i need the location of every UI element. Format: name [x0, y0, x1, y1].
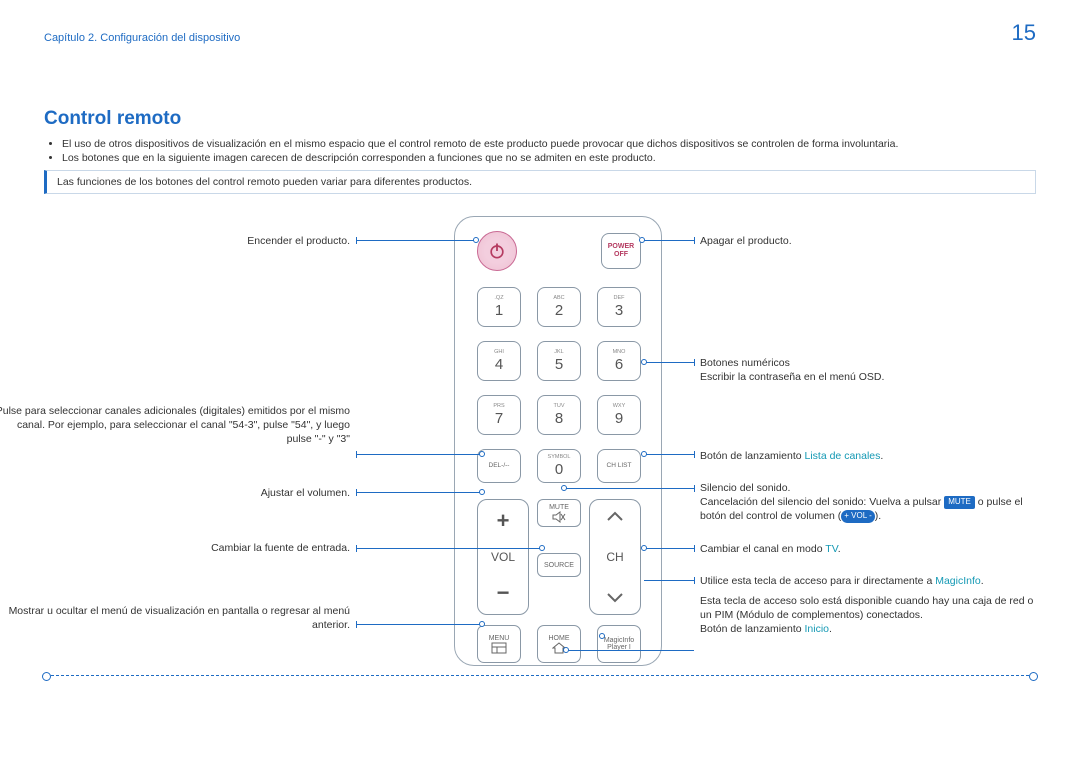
plus-icon: +	[497, 508, 510, 534]
remote-diagram: POWER OFF DEL-/-- SYMBOL 0 CH LIST + VOL…	[44, 206, 1036, 696]
chevron-down-icon	[606, 592, 624, 604]
callout-home: Esta tecla de acceso solo está disponibl…	[700, 594, 1040, 637]
volume-rocker: + VOL −	[477, 499, 529, 615]
num-line1: Botones numéricos	[700, 356, 884, 370]
chevron-up-icon	[606, 510, 624, 522]
channel-rocker: CH	[589, 499, 641, 615]
chlist-button: CH LIST	[597, 449, 641, 483]
numpad-9: WXY9	[597, 395, 641, 435]
callout-volume: Ajustar el volumen.	[261, 486, 350, 500]
intro-bullets: El uso de otros dispositivos de visualiz…	[52, 138, 1036, 164]
callout-source: Cambiar la fuente de entrada.	[211, 541, 350, 555]
numpad-4: GHI4	[477, 341, 521, 381]
mute-button: MUTE	[537, 499, 581, 527]
callout-channel: Cambiar el canal en modo TV.	[700, 542, 841, 556]
bullet-item: El uso de otros dispositivos de visualiz…	[62, 138, 1036, 150]
menu-icon	[491, 642, 507, 654]
source-button: SOURCE	[537, 553, 581, 577]
callout-magicinfo: Utilice esta tecla de acceso para ir dir…	[700, 574, 1040, 588]
mute-icon	[552, 511, 566, 523]
num-line2: Escribir la contraseña en el menú OSD.	[700, 370, 884, 384]
minus-icon: −	[497, 580, 510, 606]
numpad-8: TUV8	[537, 395, 581, 435]
vol-label: VOL	[491, 550, 515, 564]
power-off-l2: OFF	[614, 251, 628, 259]
callout-numeric: Botones numéricos Escribir la contraseña…	[700, 356, 884, 384]
power-off-l1: POWER	[608, 243, 634, 251]
home-button: HOME	[537, 625, 581, 663]
callout-mute: Silencio del sonido. Cancelación del sil…	[700, 481, 1040, 524]
section-divider	[46, 675, 1034, 676]
vol-pill: + VOL -	[841, 510, 875, 523]
numpad-1: .QZ1	[477, 287, 521, 327]
ch-label: CH	[606, 550, 623, 564]
remote-body: POWER OFF DEL-/-- SYMBOL 0 CH LIST + VOL…	[454, 216, 662, 666]
mute-pill: MUTE	[944, 496, 975, 509]
bullet-item: Los botones que en la siguiente imagen c…	[62, 152, 1036, 164]
power-on-button	[477, 231, 517, 271]
callout-dash: Pulse para seleccionar canales adicional…	[0, 404, 350, 447]
power-off-button: POWER OFF	[601, 233, 641, 269]
page-header: Capítulo 2. Configuración del dispositiv…	[44, 28, 1036, 58]
callout-power-on: Encender el producto.	[247, 234, 350, 248]
chapter-label: Capítulo 2. Configuración del dispositiv…	[44, 32, 240, 44]
zero-button: SYMBOL 0	[537, 449, 581, 483]
magicinfo-button: MagicInfo Player I	[597, 625, 641, 663]
menu-button: MENU	[477, 625, 521, 663]
callout-power-off: Apagar el producto.	[700, 234, 792, 248]
numpad-6: MNO6	[597, 341, 641, 381]
page-number: 15	[1012, 20, 1036, 46]
power-icon	[487, 241, 507, 261]
section-title: Control remoto	[44, 108, 1036, 130]
numpad-5: JKL5	[537, 341, 581, 381]
numpad-7: PRS7	[477, 395, 521, 435]
note-box: Las funciones de los botones del control…	[44, 170, 1036, 194]
callout-chlist: Botón de lanzamiento Lista de canales.	[700, 449, 883, 463]
callout-menu: Mostrar u ocultar el menú de visualizaci…	[0, 604, 350, 632]
numpad-2: ABC2	[537, 287, 581, 327]
numpad-3: DEF3	[597, 287, 641, 327]
